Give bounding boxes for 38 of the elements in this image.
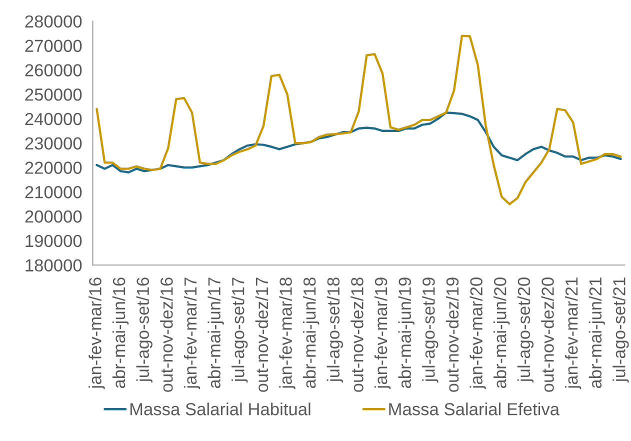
line-series bbox=[96, 34, 622, 206]
x-tick-label: jan-fev-mar/20 bbox=[470, 278, 486, 390]
x-tick-label: jan-fev-mar/17 bbox=[184, 278, 200, 390]
x-tick-label: abr-mai-jun/16 bbox=[112, 278, 129, 388]
x-tick-label: jul-ago-set/18 bbox=[326, 278, 343, 382]
x-tick-label: jan-fev-mar/18 bbox=[279, 278, 296, 390]
x-tick-label: out-nov-dez/17 bbox=[255, 278, 268, 392]
x-tick-label: abr-mai-jun/20 bbox=[494, 278, 510, 388]
x-tick-label: jul-ago-set/19 bbox=[422, 278, 438, 382]
x-tick-label: abr-mai-jun/19 bbox=[398, 278, 414, 388]
y-tick-label: 270000 bbox=[25, 40, 82, 52]
x-tick-label: out-nov-dez/18 bbox=[350, 278, 364, 392]
legend-label: Massa Salarial Efetiva bbox=[389, 402, 560, 416]
x-tick-label: abr-mai-jun/21 bbox=[588, 278, 605, 388]
y-tick-label: 190000 bbox=[26, 234, 82, 248]
y-tick-label: 180000 bbox=[26, 259, 82, 272]
x-tick-label: out-nov-dez/16 bbox=[160, 278, 173, 392]
x-tick-label: out-nov-dez/20 bbox=[541, 278, 554, 392]
x-tick-label: jul-ago-set/17 bbox=[232, 278, 248, 382]
x-tick-label: jan-fev-mar/16 bbox=[88, 278, 105, 390]
x-tick-label: jul-ago-set/20 bbox=[517, 278, 534, 382]
y-tick-label: 200000 bbox=[25, 210, 82, 223]
legend-label: Massa Salarial Habitual bbox=[130, 402, 310, 416]
y-tick-label: 240000 bbox=[25, 112, 82, 126]
y-tick-label: 260000 bbox=[25, 64, 82, 76]
x-tick-label: abr-mai-jun/18 bbox=[302, 278, 320, 388]
x-tick-label: out-nov-dez/19 bbox=[446, 278, 459, 392]
y-tick-label: 230000 bbox=[25, 137, 82, 150]
x-tick-label: jul-ago-set/16 bbox=[136, 278, 152, 382]
x-tick-label: abr-mai-jun/17 bbox=[208, 278, 224, 388]
x-tick-label: jan-fev-mar/19 bbox=[374, 278, 391, 390]
y-tick-label: 220000 bbox=[25, 162, 82, 174]
x-tick-label: jan-fev-mar/21 bbox=[564, 278, 582, 390]
y-tick-label: 250000 bbox=[25, 88, 82, 101]
x-tick-label: jul-ago-set/21 bbox=[612, 278, 629, 382]
line-series bbox=[96, 112, 622, 174]
y-tick-label: 210000 bbox=[25, 186, 82, 198]
y-tick-label: 280000 bbox=[25, 15, 82, 28]
